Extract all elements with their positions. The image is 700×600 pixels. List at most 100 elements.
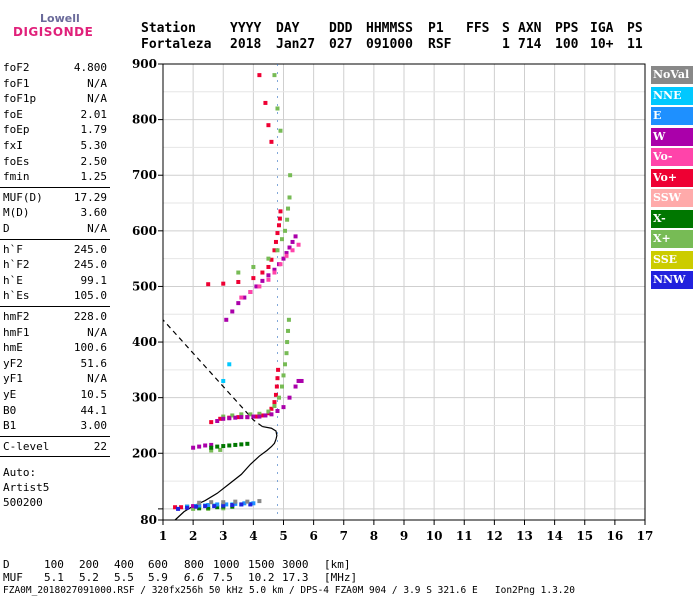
echo-point-x: [248, 412, 253, 417]
echo-point-vo: [218, 416, 223, 421]
header-value: 2018: [230, 37, 262, 52]
echo-point-vo: [272, 270, 277, 275]
param-value: 105.0: [73, 289, 107, 303]
echo-point-e: [197, 503, 202, 508]
header-value: 091000: [366, 37, 413, 52]
header-label: IGA: [590, 21, 614, 36]
echo-point-w: [290, 239, 295, 244]
echo-point-x: [283, 362, 288, 367]
echo-point-x: [221, 414, 226, 419]
echo-point-x: [233, 442, 238, 447]
param-separator: [0, 238, 110, 240]
echo-point-x: [191, 506, 196, 511]
param-row: fxI 5.30: [3, 139, 107, 153]
muf-frequency-cell: [MHz]: [324, 571, 358, 584]
echo-point-x: [239, 442, 244, 447]
file-info-footer: FZA0M_2018027091000.RSF / 320fx256h 50 k…: [3, 585, 575, 596]
param-row: yF1 N/A: [3, 372, 107, 386]
param-row: foF2 4.800: [3, 61, 107, 75]
param-name: fmin: [3, 170, 30, 184]
legend-item-x: X-: [651, 209, 693, 228]
param-row: B1 3.00: [3, 419, 107, 433]
muf-distance-cell: 1500: [248, 558, 275, 571]
echo-point-nne: [221, 378, 226, 383]
param-row: foEp 1.79: [3, 123, 107, 137]
echo-point-w: [203, 443, 208, 448]
true-height-profile-line: [174, 425, 278, 521]
y-tick-label: 800: [132, 113, 157, 127]
param-row: B0 44.1: [3, 404, 107, 418]
param-row: C-level 22: [3, 440, 107, 454]
x-tick-label: 14: [546, 529, 563, 543]
param-value: 245.0: [73, 258, 107, 272]
param-value: N/A: [87, 325, 107, 339]
header-label: DAY: [276, 21, 300, 36]
echo-point-nnw: [203, 504, 208, 509]
echo-point-x: [266, 409, 271, 414]
echo-point-w: [239, 415, 244, 420]
echo-point-x: [215, 444, 220, 449]
echo-point-e: [251, 501, 256, 506]
y-tick-label: 400: [132, 335, 157, 349]
param-value: 51.6: [80, 356, 108, 370]
param-value: 5.30: [80, 139, 108, 152]
echo-point-w: [245, 415, 250, 420]
param-name: foF2: [3, 61, 30, 74]
echo-point-vo: [236, 415, 241, 420]
param-row: h`F2 245.0: [3, 258, 107, 272]
param-row: M(D) 3.60: [3, 206, 107, 220]
param-row: hmF1 N/A: [3, 326, 107, 340]
echo-point-w: [293, 384, 298, 389]
param-value: 2.01: [80, 107, 108, 121]
x-tick-label: 4: [249, 529, 257, 543]
echo-point-nnw: [185, 505, 190, 510]
param-separator: [0, 186, 110, 188]
x-tick-label: 12: [486, 529, 503, 543]
muf-frequency-cell: 5.1: [44, 571, 64, 584]
echo-point-x: [275, 248, 280, 253]
echo-point-x: [221, 444, 226, 449]
legend-item-nne: NNE: [651, 86, 693, 105]
muf-distance-cell: 800: [184, 558, 204, 571]
x-tick-label: 3: [219, 529, 227, 543]
echo-point-x: [239, 412, 244, 417]
x-tick-label: 15: [576, 529, 593, 543]
param-value: 22: [93, 439, 107, 453]
echo-point-w: [275, 409, 280, 414]
echo-point-vo: [206, 282, 211, 287]
header-value: RSF: [428, 37, 452, 52]
param-row: foEs 2.50: [3, 155, 107, 169]
param-row: yF2 51.6: [3, 357, 107, 371]
echo-point-vo: [257, 284, 262, 289]
header-label: DDD: [329, 21, 353, 36]
muf-frequency-cell: MUF: [3, 571, 23, 584]
y-tick-label: 500: [132, 279, 157, 293]
param-value: 2.50: [80, 154, 108, 168]
echo-point-w: [209, 442, 214, 447]
echo-point-x: [286, 317, 291, 322]
header-value: 027: [329, 37, 353, 52]
muf-frequency-cell: 6.6: [184, 571, 204, 584]
param-name: yE: [3, 388, 17, 401]
echo-point-x: [276, 395, 281, 400]
echo-point-vo: [275, 231, 280, 236]
echo-point-noval: [245, 499, 250, 504]
echo-point-x: [288, 173, 293, 178]
header-label: YYYY: [230, 21, 262, 36]
echo-point-vo: [269, 257, 274, 262]
param-value: 44.1: [80, 403, 108, 417]
header-label: Station: [141, 21, 196, 36]
echo-point-w: [284, 251, 289, 256]
echo-point-vo: [275, 376, 280, 381]
echo-point-nnw: [194, 504, 199, 509]
param-value: 1.79: [80, 123, 108, 137]
param-name: B1: [3, 419, 17, 433]
echo-point-e: [206, 502, 211, 507]
echo-point-vo: [254, 414, 259, 419]
header-value: 100: [555, 37, 579, 52]
echo-point-vo: [284, 253, 289, 258]
param-value: 228.0: [73, 310, 107, 323]
param-value: 17.29: [73, 190, 107, 204]
param-value: 100.6: [73, 341, 107, 355]
param-name: foF1p: [3, 92, 37, 106]
